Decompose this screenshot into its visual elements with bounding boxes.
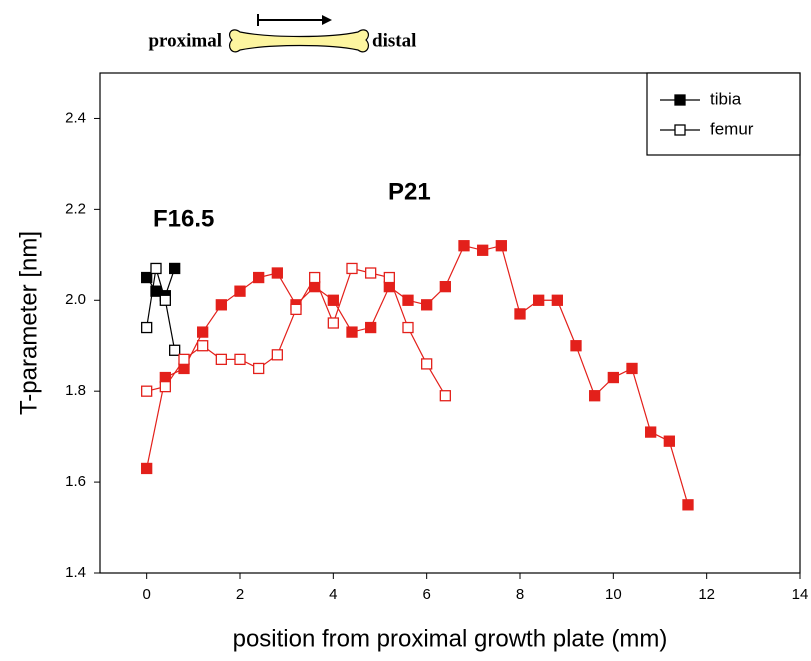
data-point (197, 326, 209, 338)
data-point (402, 321, 414, 334)
data-point (458, 240, 470, 252)
data-point (253, 362, 265, 375)
legend-label: femur (710, 119, 754, 138)
data-point (346, 262, 358, 275)
data-point (271, 349, 283, 361)
series-line (146, 245, 689, 505)
data-point (514, 308, 526, 320)
data-point (365, 321, 377, 334)
data-point (141, 385, 153, 397)
data-point (663, 435, 675, 447)
series-line (146, 267, 446, 397)
data-point (271, 267, 283, 279)
bone-icon (228, 29, 370, 53)
x-tick-label: 0 (142, 586, 150, 603)
x-tick-label: 8 (516, 586, 524, 603)
data-point (533, 294, 545, 306)
x-axis-label: position from proximal growth plate (mm) (233, 625, 668, 652)
y-tick-label: 1.4 (65, 564, 86, 581)
legend-marker (674, 94, 686, 106)
data-point (570, 340, 582, 352)
data-point (169, 344, 181, 356)
data-point (159, 380, 171, 393)
y-tick-label: 2.2 (65, 200, 86, 217)
data-point (290, 303, 302, 316)
plot-frame (99, 72, 801, 574)
data-point (197, 340, 209, 352)
data-point (150, 262, 162, 275)
x-tick-label: 6 (422, 586, 430, 603)
x-tick-label: 14 (792, 586, 809, 603)
data-point (421, 358, 433, 370)
y-tick-label: 1.6 (65, 473, 86, 490)
annotation: F16.5 (153, 205, 214, 232)
y-axis-label: T-parameter [nm] (15, 231, 42, 415)
data-point (383, 271, 395, 284)
data-point (159, 294, 171, 306)
y-tick-label: 2.0 (65, 291, 86, 308)
header-right: distal (372, 30, 416, 51)
data-point (141, 321, 153, 334)
data-point (234, 353, 246, 366)
x-tick-label: 12 (698, 586, 715, 603)
data-point (365, 267, 377, 279)
legend-label: tibia (710, 89, 742, 108)
data-point (477, 244, 489, 256)
y-tick-label: 2.4 (65, 109, 86, 126)
data-point (645, 426, 657, 438)
legend-marker (674, 124, 686, 136)
data-point (439, 390, 451, 402)
header: proximal distal (148, 14, 416, 53)
data-point (682, 499, 694, 511)
data-point (178, 353, 190, 366)
data-point (421, 299, 433, 311)
header-left: proximal (148, 30, 222, 51)
data-point (169, 262, 181, 275)
data-point (234, 285, 246, 297)
x-tick-label: 2 (236, 586, 244, 603)
data-point (309, 271, 321, 284)
data-point (626, 362, 638, 375)
series-line (146, 268, 176, 351)
data-point (141, 462, 153, 475)
x-tick-label: 4 (329, 586, 337, 603)
data-point (141, 271, 153, 284)
data-point (495, 240, 507, 252)
data-point (327, 294, 339, 306)
data-point (402, 294, 414, 306)
data-point (346, 326, 358, 338)
y-tick-label: 1.8 (65, 382, 86, 399)
data-point (215, 299, 227, 311)
annotation: P21 (388, 178, 431, 205)
data-point (215, 353, 227, 366)
data-point (589, 390, 601, 402)
data-point (327, 317, 339, 329)
data-point (253, 271, 265, 284)
direction-arrow-head (322, 15, 332, 25)
legend (646, 72, 801, 156)
data-point (439, 280, 451, 293)
data-point (551, 294, 563, 306)
x-tick-label: 10 (605, 586, 622, 603)
data-point (607, 371, 619, 384)
